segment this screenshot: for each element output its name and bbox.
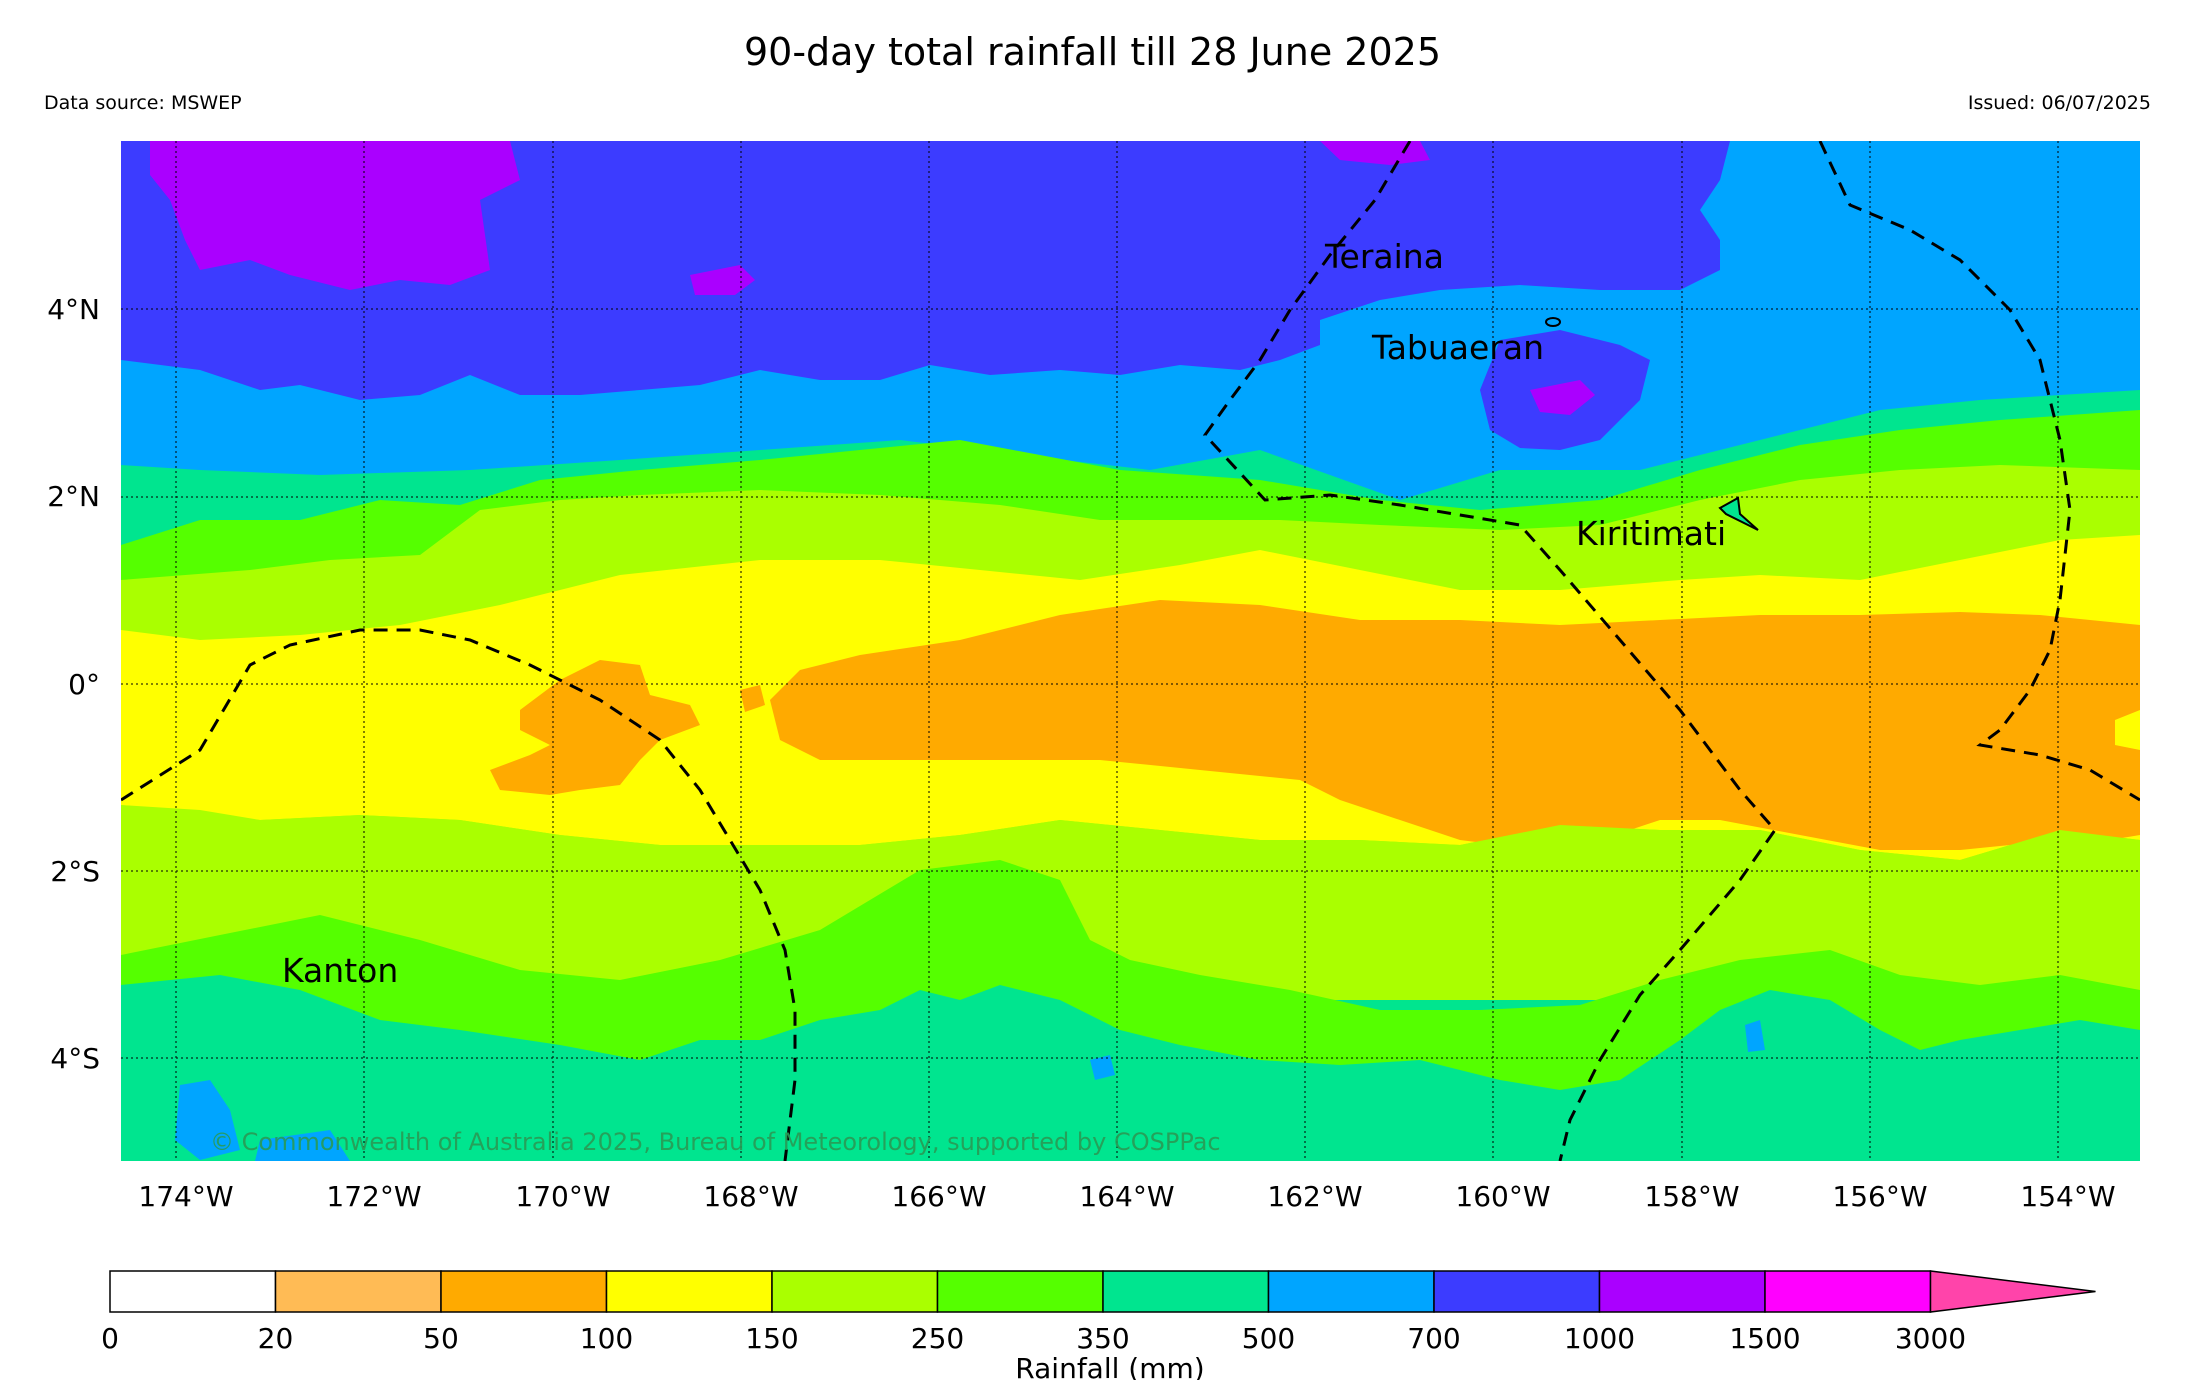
lon-label-166w: 166°W <box>891 1180 986 1213</box>
lon-label-154w: 154°W <box>2020 1180 2115 1213</box>
place-label-teraina: Teraina <box>1324 237 1444 276</box>
colorbar-swatch <box>936 1270 1104 1313</box>
colorbar-tick-label: 20 <box>258 1322 294 1355</box>
lat-label-equator: 0° <box>68 668 100 701</box>
field-1500-3000-north <box>1320 141 1430 165</box>
colorbar-swatch <box>1102 1270 1270 1313</box>
lat-label-2s: 2°S <box>50 855 100 888</box>
data-source-label: Data source: MSWEP <box>44 92 242 114</box>
colorbar-tick-label: 1000 <box>1564 1322 1635 1355</box>
rainfall-field <box>121 141 2140 1161</box>
kiritimati-island-outline <box>1718 496 1759 531</box>
colorbar-extension-arrow <box>1929 1270 2096 1313</box>
colorbar-tick-label: 350 <box>1076 1322 1129 1355</box>
longitude-labels: 174°W 172°W 170°W 168°W 166°W 164°W 162°… <box>138 1180 2115 1213</box>
colorbar: 0 20 50 100 150 250 350 500 700 1000 1500 3000 <box>101 1270 2096 1355</box>
colorbar-swatch <box>1433 1270 1601 1313</box>
lon-label-170w: 170°W <box>515 1180 610 1213</box>
field-50-100-west <box>490 660 700 795</box>
colorbar-tick-label: 50 <box>423 1322 459 1355</box>
colorbar-swatch <box>109 1270 277 1313</box>
field-1500-3000-tabuaeran <box>1530 380 1595 415</box>
colorbar-tick-label: 250 <box>911 1322 964 1355</box>
colorbar-tick-label: 3000 <box>1895 1322 1966 1355</box>
place-label-kanton: Kanton <box>282 951 398 990</box>
field-1000-1500 <box>121 141 1730 400</box>
field-150-250-south <box>121 805 2140 1000</box>
colorbar-tick-label: 700 <box>1407 1322 1460 1355</box>
colorbar-swatch <box>440 1270 608 1313</box>
colorbar-swatch <box>274 1270 442 1313</box>
colorbar-tick-label: 150 <box>745 1322 798 1355</box>
lon-label-156w: 156°W <box>1832 1180 1927 1213</box>
tabuaeran-island-outline <box>1545 317 1561 327</box>
copyright-credit: © Commonwealth of Australia 2025, Bureau… <box>210 1128 1221 1156</box>
field-50-100-central <box>770 600 2140 850</box>
eez-boundary-line-islands <box>1203 141 1777 1161</box>
lon-label-158w: 158°W <box>1644 1180 1739 1213</box>
lon-label-172w: 172°W <box>326 1180 421 1213</box>
latitude-labels: 4°N 2°N 0° 2°S 4°S <box>47 293 100 1075</box>
field-350-500-south <box>121 975 2140 1161</box>
field-1500-3000-nw <box>150 141 520 290</box>
lon-label-160w: 160°W <box>1455 1180 1550 1213</box>
eez-boundary-phoenix <box>121 628 797 1161</box>
lat-label-2n: 2°N <box>47 480 100 513</box>
lon-label-174w: 174°W <box>138 1180 233 1213</box>
colorbar-tick-label: 0 <box>101 1322 119 1355</box>
field-50-100-east-spot <box>2115 710 2140 750</box>
colorbar-tick-label: 500 <box>1242 1322 1295 1355</box>
field-500-700-sw <box>175 1080 240 1160</box>
colorbar-title: Rainfall (mm) <box>1015 1352 1204 1380</box>
graticule <box>121 141 2140 1161</box>
place-label-kiritimati: Kiritimati <box>1576 514 1726 553</box>
colorbar-swatch <box>605 1270 773 1313</box>
colorbar-swatch <box>1267 1270 1435 1313</box>
map-title: 90-day total rainfall till 28 June 2025 <box>743 30 1442 74</box>
colorbar-swatch <box>1764 1270 1932 1313</box>
field-500-700-s3 <box>1745 1020 1765 1052</box>
field-500-700-s2 <box>1090 1055 1115 1080</box>
field-1500-3000-small <box>690 265 755 295</box>
colorbar-swatch <box>771 1270 939 1313</box>
lon-label-168w: 168°W <box>703 1180 798 1213</box>
place-label-tabuaeran: Tabuaeran <box>1371 328 1544 367</box>
field-500-700-s1 <box>255 1130 350 1161</box>
colorbar-tick-label: 100 <box>580 1322 633 1355</box>
colorbar-swatch <box>1598 1270 1766 1313</box>
eez-boundary-east <box>1818 141 2140 802</box>
lon-label-164w: 164°W <box>1079 1180 1174 1213</box>
colorbar-tick-label: 1500 <box>1729 1322 1800 1355</box>
lon-label-162w: 162°W <box>1267 1180 1362 1213</box>
field-50-100-spot <box>740 685 765 712</box>
eez-boundaries <box>121 141 2140 1161</box>
issued-date-label: Issued: 06/07/2025 <box>1967 92 2151 114</box>
lat-label-4s: 4°S <box>50 1042 100 1075</box>
lat-label-4n: 4°N <box>47 293 100 326</box>
